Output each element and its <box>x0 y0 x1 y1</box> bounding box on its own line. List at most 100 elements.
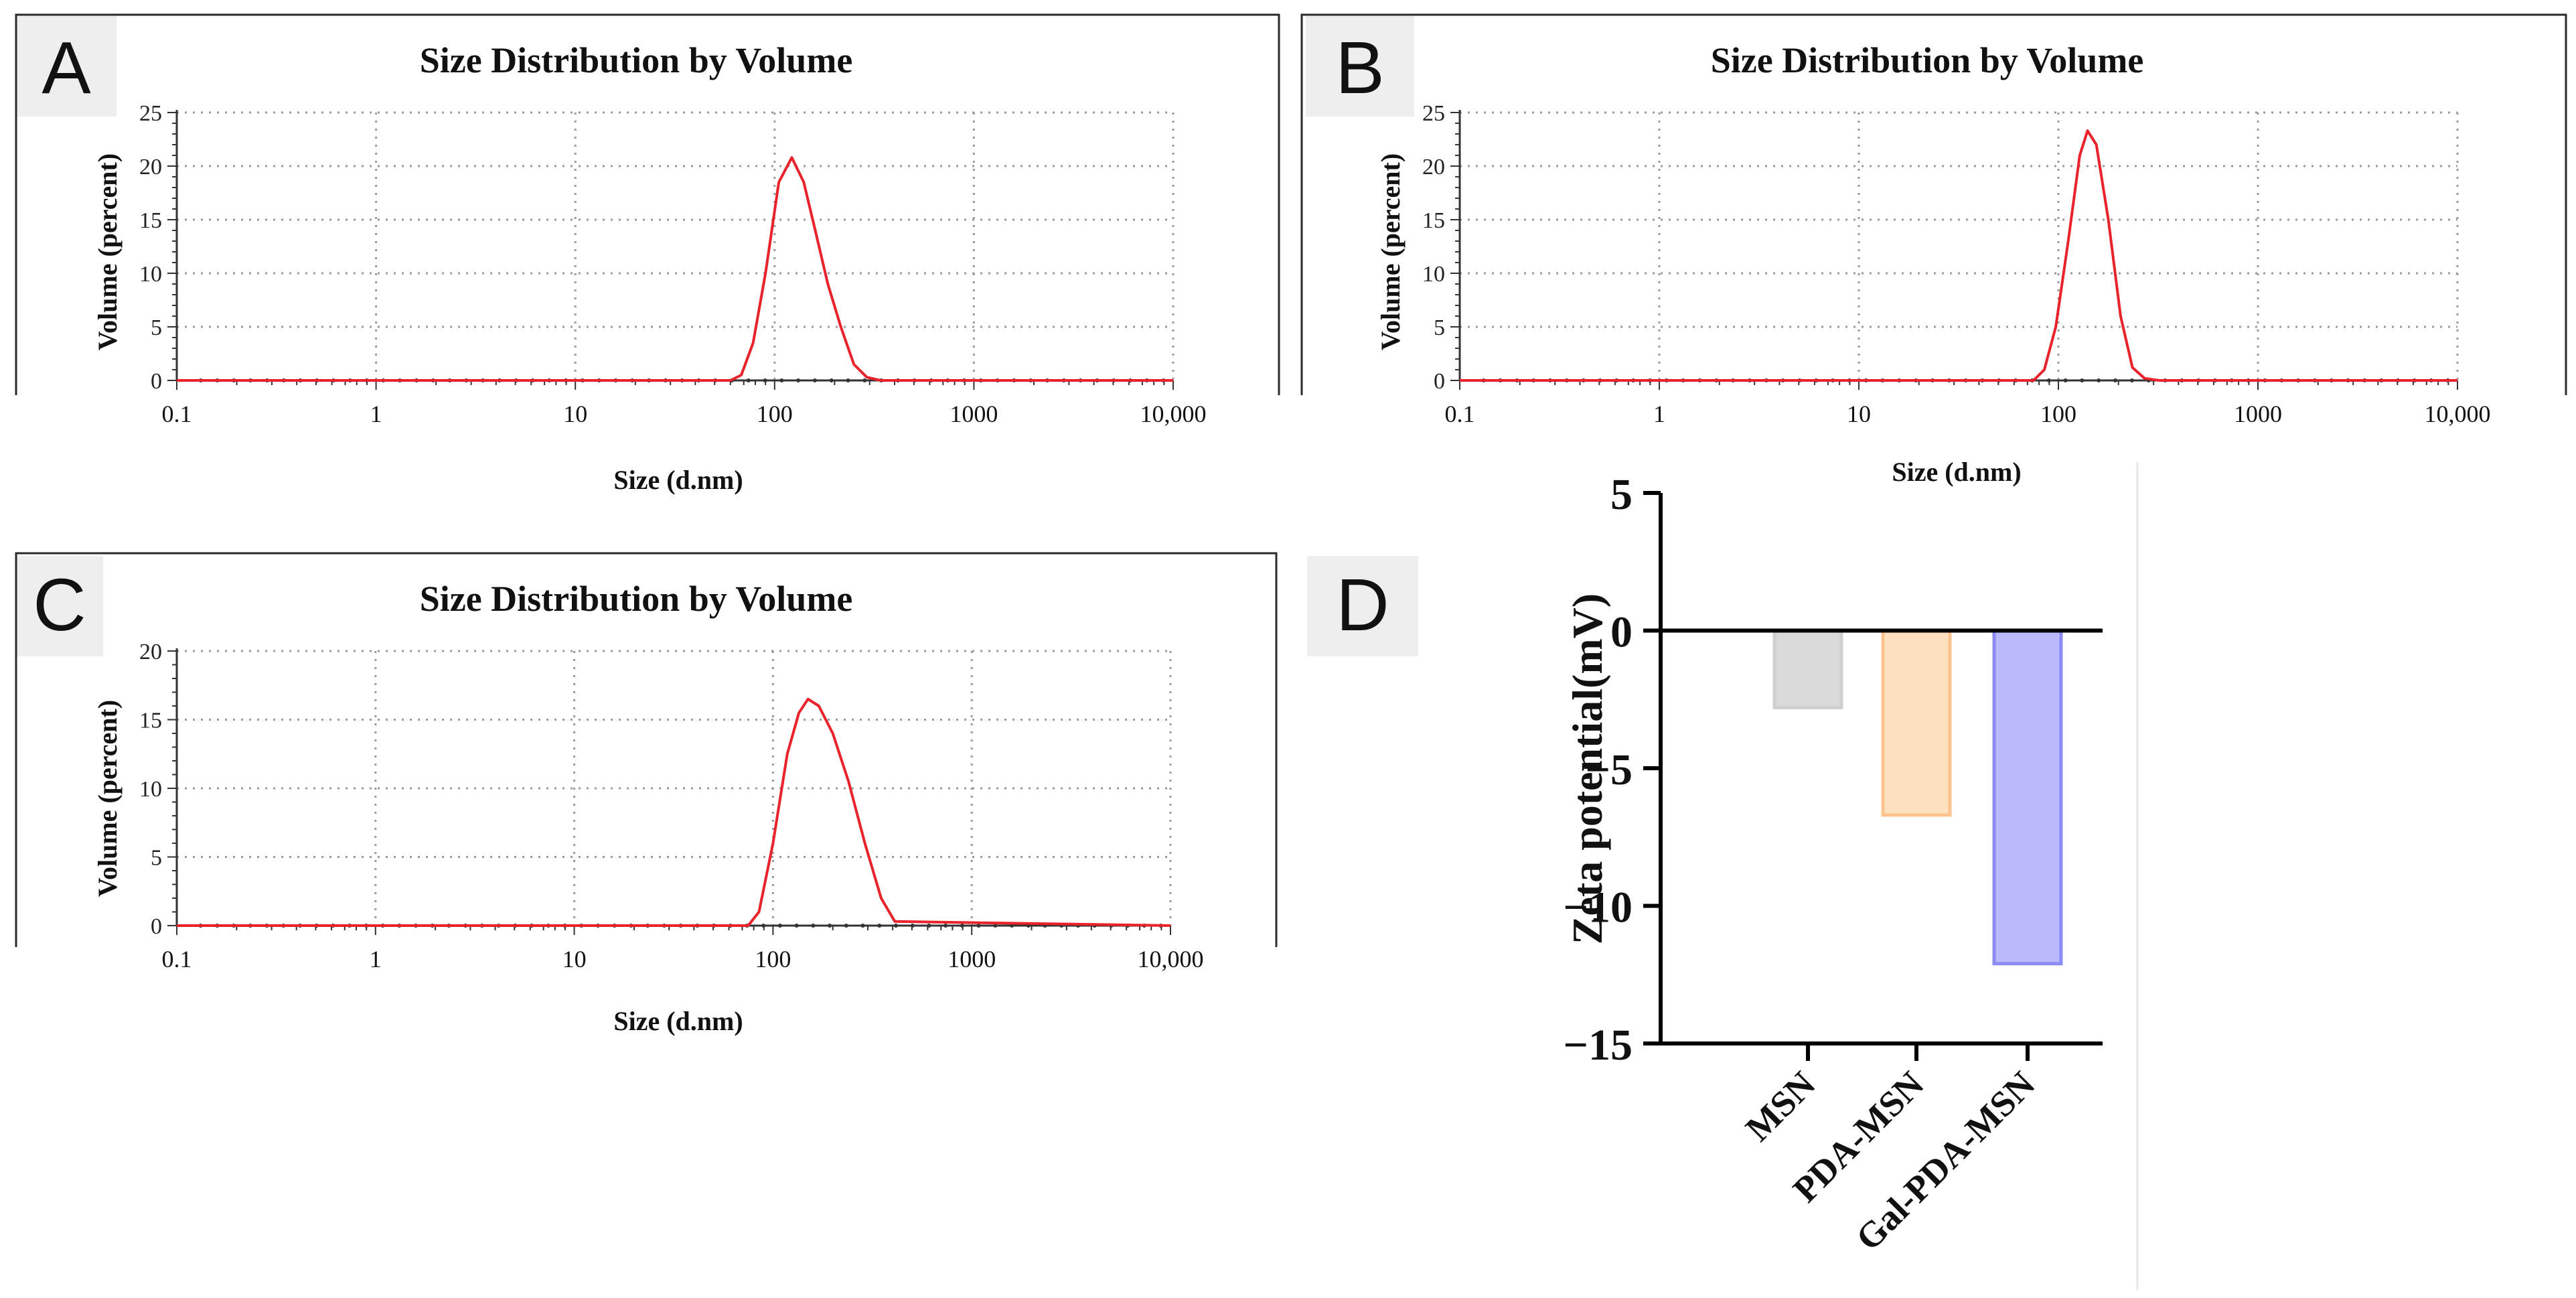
bin-marker <box>943 924 948 928</box>
x-tick-label: 1 <box>370 401 382 427</box>
series-line <box>177 697 1171 927</box>
y-tick-label: −5 <box>1585 745 1633 794</box>
panel-frame <box>15 552 1278 947</box>
y-tick-label: 20 <box>139 640 162 664</box>
bin-marker <box>829 378 834 382</box>
y-tick-label: 0 <box>1610 608 1633 657</box>
y-tick-label: 0 <box>151 369 162 394</box>
bin-marker <box>976 924 981 928</box>
panel-letter: B <box>1335 27 1384 109</box>
plot-area: 0 5 10 15 20 25 0.1 1 10 100 1000 10,000 <box>1422 101 2491 427</box>
bin-marker <box>877 924 882 928</box>
y-tick-label: 15 <box>1422 208 1445 233</box>
bin-marker <box>828 924 832 928</box>
panel-frame <box>15 13 1280 395</box>
y-tick-label: 10 <box>139 262 162 287</box>
panel-letter: D <box>1336 564 1389 646</box>
bin-marker <box>2063 378 2068 382</box>
y-tick-label: 5 <box>1610 470 1633 519</box>
y-tick-label: 20 <box>139 155 162 179</box>
x-tick-label: 100 <box>757 401 793 427</box>
bin-marker <box>2129 378 2134 382</box>
y-tick-label: 25 <box>139 101 162 126</box>
x-tick-label: 1000 <box>948 946 996 972</box>
x-tick-label: 10,000 <box>2425 401 2491 427</box>
bin-marker <box>844 924 848 928</box>
bin-marker <box>894 924 899 928</box>
x-axis-label: Size (d.nm) <box>613 465 743 495</box>
bin-marker <box>2080 378 2085 382</box>
bin-marker <box>860 924 865 928</box>
series-line <box>177 156 1173 382</box>
y-tick-label: 15 <box>139 208 162 233</box>
panel-letter: C <box>33 564 86 646</box>
y-tick-label: 5 <box>151 846 162 871</box>
x-tick-label: 10 <box>562 946 587 972</box>
panel-b: B Size Distribution by Volume Volume (pe… <box>1300 13 2567 487</box>
x-tick-label: 100 <box>2040 401 2076 427</box>
x-tick-label: 0.1 <box>162 401 192 427</box>
x-axis-label: Size (d.nm) <box>1892 457 2021 487</box>
bin-marker <box>777 924 782 928</box>
y-axis-label: Volume (percent) <box>92 700 123 897</box>
bin-marker <box>761 924 766 928</box>
panel-c: C Size Distribution by Volume Volume (pe… <box>15 552 1278 1036</box>
bin-marker <box>1010 924 1014 928</box>
bin-marker <box>2097 378 2101 382</box>
panel-frame <box>1300 13 2567 395</box>
plot-area: 0 5 10 15 20 0.1 1 10 100 1000 10,000 <box>139 640 1204 972</box>
bin-marker <box>796 378 801 382</box>
chart-title: Size Distribution by Volume <box>420 579 853 619</box>
bin-marker <box>794 924 799 928</box>
plot-area: 0 5 10 15 20 25 0.1 1 10 100 1000 10,000 <box>139 101 1207 427</box>
y-axis-label: Volume (percent) <box>92 153 123 350</box>
y-tick-label: 5 <box>1434 315 1445 340</box>
bin-marker <box>746 378 751 382</box>
y-tick-label: −15 <box>1563 1021 1633 1070</box>
y-tick-label: 5 <box>151 315 162 340</box>
x-tick-label: 10,000 <box>1138 946 1204 972</box>
bar <box>1881 629 1952 817</box>
bin-marker <box>993 924 998 928</box>
y-tick-label: 25 <box>1422 101 1445 126</box>
x-tick-label: 10 <box>1847 401 1871 427</box>
bin-marker <box>812 378 817 382</box>
y-tick-label: 0 <box>151 914 162 939</box>
panel-letter-bg <box>16 15 117 117</box>
bin-marker <box>862 378 867 382</box>
bin-marker <box>927 924 931 928</box>
chart-title: Size Distribution by Volume <box>420 40 853 80</box>
bin-marker <box>811 924 816 928</box>
bin-marker <box>2046 378 2051 382</box>
bar <box>1992 629 2063 966</box>
x-tick-label: 1000 <box>950 401 998 427</box>
bin-marker <box>763 378 767 382</box>
x-tick-label: 0.1 <box>1445 401 1475 427</box>
bin-marker <box>960 924 964 928</box>
x-tick-label: 100 <box>755 946 791 972</box>
series-line <box>1460 129 2457 382</box>
panel-letter: A <box>42 27 91 109</box>
y-tick-label: 15 <box>139 709 162 733</box>
y-tick-label: 10 <box>139 777 162 802</box>
bin-marker <box>910 924 915 928</box>
y-tick-label: 10 <box>1422 262 1445 287</box>
x-tick-label: 10 <box>563 401 587 427</box>
bin-marker <box>2113 378 2118 382</box>
bin-marker <box>779 378 784 382</box>
x-tick-label: 1 <box>370 946 382 972</box>
bar <box>1772 629 1843 710</box>
y-axis-label: Volume (percent) <box>1375 153 1406 350</box>
panel-a: A Size Distribution by Volume Volume (pe… <box>15 13 1280 495</box>
bin-marker <box>846 378 850 382</box>
y-tick-label: 0 <box>1434 369 1445 394</box>
x-tick-label: 1000 <box>2234 401 2282 427</box>
y-tick-label: −10 <box>1563 883 1633 932</box>
x-axis-label: Size (d.nm) <box>613 1006 743 1036</box>
y-axis-label: Zeta potential(mV) <box>1564 593 1611 944</box>
x-tick-label: 10,000 <box>1140 401 1207 427</box>
chart-title: Size Distribution by Volume <box>1711 40 2144 80</box>
x-tick-label: 0.1 <box>162 946 192 972</box>
x-tick-label: 1 <box>1653 401 1665 427</box>
